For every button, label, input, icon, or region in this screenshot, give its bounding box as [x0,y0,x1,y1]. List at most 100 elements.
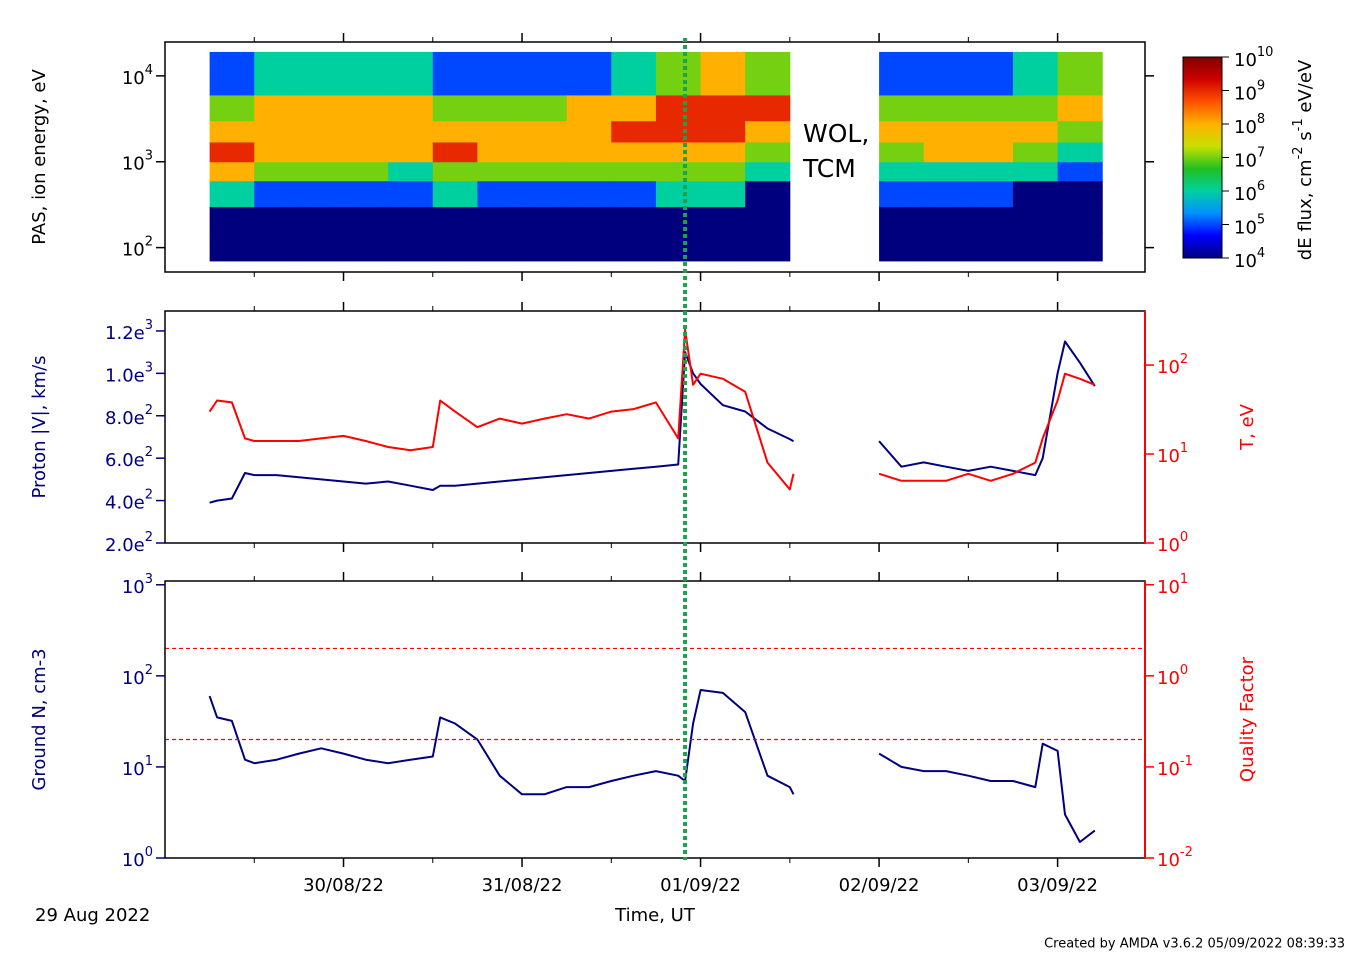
spectrogram-cell [432,141,478,163]
spectrogram-cell [968,180,1014,208]
y-tick-label-exponent: 2 [145,487,153,502]
y-tick-label-exponent: 2 [145,530,153,545]
spectrogram-cell [745,180,791,208]
spectrogram-cell [655,94,702,122]
y-tick-label-exponent: 3 [145,148,153,163]
y2-tick-label: 10-1 [1157,753,1193,780]
y-tick-label-base: 8.0e [105,408,145,429]
spectrogram-cell [611,94,657,122]
spectrogram-cell [700,206,746,233]
spectrogram-cell [968,120,1014,143]
spectrogram-cell [522,232,568,262]
y-tick-label: 8.0e2 [105,402,153,429]
spectrogram-cell [477,51,523,96]
spectrogram-cell [923,120,969,143]
spectrogram-cell [254,180,300,208]
spectrogram-cell [1057,120,1103,143]
y-tick-label-base: 2.0e [105,535,145,556]
y2-tick-label-exponent: 2 [1180,352,1188,367]
spectrogram-cell [611,161,657,182]
y2-tick-label-base: 10 [1157,759,1180,780]
y2-tick-label-base: 10 [1157,357,1180,378]
spectrogram-cell [254,206,300,233]
y-tick-label-base: 10 [122,68,145,89]
spectrogram-cell [209,94,255,122]
y2-axis-title: Quality Factor [1237,656,1258,782]
spectrogram-cell [522,51,568,96]
spectrogram-cell [700,180,746,208]
spectrogram-cell [298,141,345,163]
spectrogram-cell [566,141,612,163]
spectrogram-cell [923,232,969,262]
spectrogram-cell [566,161,612,182]
spectrogram-cell [655,141,702,163]
spectrogram-cell [700,94,746,122]
footer: Created by AMDA v3.6.2 05/09/2022 08:39:… [1044,937,1345,952]
y-tick-label-base: 4.0e [105,493,145,514]
spectrogram-cell [566,206,612,233]
colorbar-tick-label-exponent: 7 [1257,145,1265,160]
spectrogram-cell [298,94,345,122]
spectrogram-cell [477,232,523,262]
y-tick-label: 1.2e3 [105,317,153,344]
colorbar-tick-label: 105 [1234,212,1265,239]
spectrogram-cell [432,94,478,122]
spectrogram-cell [1057,232,1103,262]
y2-tick-label: 102 [1157,352,1188,379]
y-tick-label: 102 [122,234,153,261]
spectrogram-cell [477,120,523,143]
spectrogram-cell [700,141,746,163]
spectrogram-cell [611,180,657,208]
spectrogram-cell [209,206,255,233]
spectrogram-cell [1057,180,1103,208]
spectrogram-cell [1057,206,1103,233]
colorbar-tick-label: 109 [1234,78,1265,105]
y-tick-label-exponent: 2 [145,402,153,417]
spectrogram-cell [343,94,389,122]
spectrogram-cell [343,120,389,143]
spectrogram-cell [566,120,612,143]
spectrogram-cell [611,206,657,233]
x-tick-label: 02/09/22 [839,875,920,896]
colorbar-tick-label-base: 10 [1234,117,1257,138]
y2-tick-label-exponent: 0 [1180,530,1188,545]
spectrogram-cell [655,180,702,208]
spectrogram-cell [522,94,568,122]
y-axis-title: Ground N, cm-3 [29,648,50,790]
spectrogram-cell [700,51,746,96]
colorbar-title-part: s [1295,131,1316,146]
y-tick-label-base: 10 [122,668,145,689]
colorbar-tick-label: 108 [1234,112,1265,139]
colorbar-tick-label-base: 10 [1234,218,1257,239]
spectrogram-cell [209,180,255,208]
spectrogram-cell [209,161,255,182]
spectrogram-cell [1012,120,1059,143]
spectrogram-cell [1057,161,1103,182]
panel-frame [164,580,1146,859]
spectrogram-cell [522,161,568,182]
spectrogram-cell [923,141,969,163]
colorbar-tick-label-exponent: 10 [1257,45,1274,60]
y-tick-label-exponent: 4 [145,62,153,77]
spectrogram-cell [254,94,300,122]
colorbar [1182,56,1223,259]
y2-tick-label-base: 10 [1157,577,1180,598]
y2-tick-label: 10-2 [1157,845,1193,872]
spectrogram-cell [655,232,702,262]
spectrogram-cell [923,180,969,208]
spectrogram-cell [611,120,657,143]
spectrogram-cell [923,206,969,233]
colorbar-title-exponent: -2 [1291,146,1306,159]
y-axis-title: PAS, ion energy, eV [29,69,50,245]
x-tick-label: 03/09/22 [1017,875,1098,896]
y-tick-label: 2.0e2 [105,530,153,557]
spectrogram-cell [254,141,300,163]
colorbar-tick-label: 104 [1234,246,1265,273]
spectrogram-cell [655,161,702,182]
spectrogram-cell [209,51,255,96]
spectrogram-cell [566,51,612,96]
spectrogram-cell [655,120,702,143]
colorbar-tick-label-base: 10 [1234,184,1257,205]
spectrogram-cell [1057,141,1103,163]
